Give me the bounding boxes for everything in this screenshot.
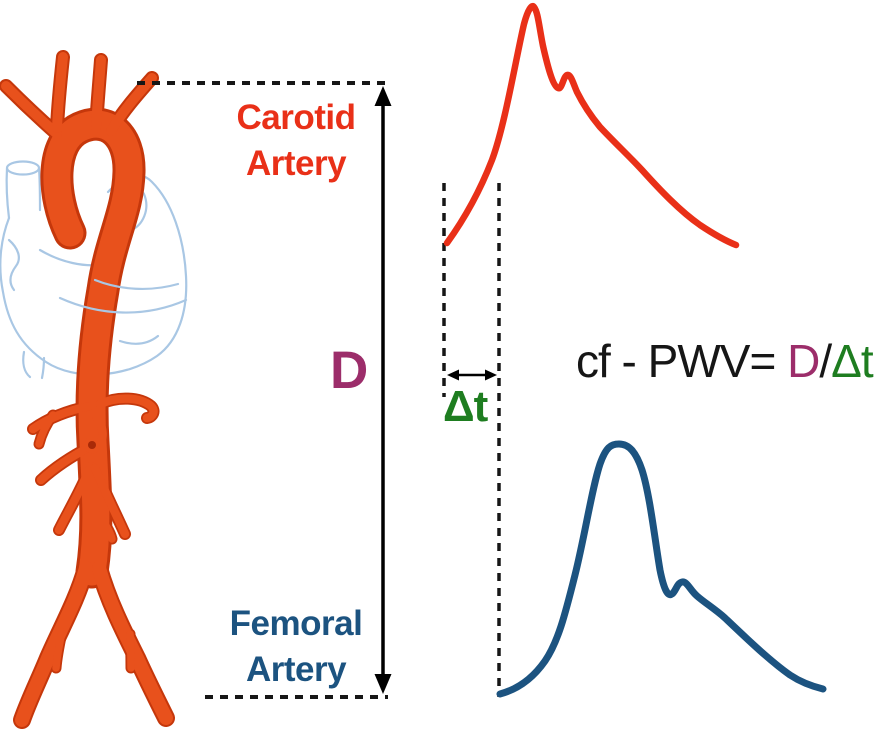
femoral-artery-label: Femoral Artery [196,601,396,692]
formula-delta-t-term: Δt [831,335,874,387]
delta-t-arrow [447,369,497,381]
delta-t-label: Δt [443,382,488,431]
pwv-formula: cf - PWV= D/Δt [576,334,874,388]
femoral-label-line2: Artery [245,649,347,689]
distance-label: D [330,341,368,400]
formula-distance-term: D [787,335,820,387]
heart-overlap-strokes [58,278,188,314]
formula-prefix: cf - PWV= [576,335,788,387]
aorta-illustration [0,50,188,729]
carotid-artery-label: Carotid Artery [196,95,396,186]
femoral-label-line1: Femoral [229,604,363,643]
carotid-label-line1: Carotid [236,98,357,137]
femoral-waveform [496,440,827,698]
carotid-label-line2: Artery [245,143,347,183]
distance-arrow [374,86,392,694]
carotid-waveform [443,3,740,249]
formula-slash: / [819,335,832,387]
